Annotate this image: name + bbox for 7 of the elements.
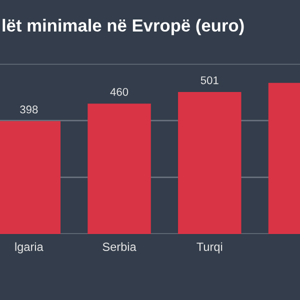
- x-tick-label: Serbia: [102, 242, 136, 252]
- x-tick-label: Turqi: [196, 242, 222, 254]
- chart-title: lët minimale në Evropë (euro): [2, 18, 244, 36]
- data-label: 398: [20, 106, 38, 114]
- data-label: 460: [110, 88, 128, 96]
- data-label: 501: [200, 76, 218, 84]
- x-tick-label: lgaria: [15, 242, 44, 254]
